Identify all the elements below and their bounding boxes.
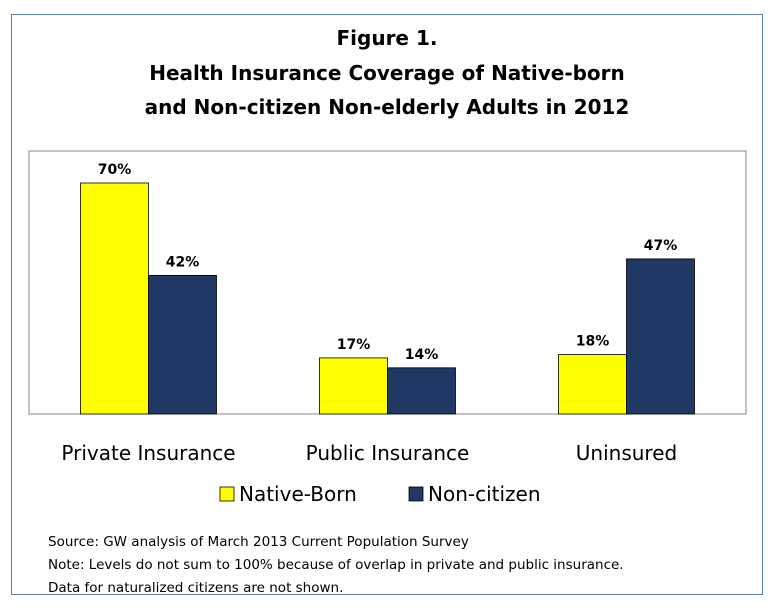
bar-native-born-2 <box>558 354 627 415</box>
overlap-note: Note: Levels do not sum to 100% because … <box>48 557 624 573</box>
bar-non-citizen-0 <box>148 274 217 415</box>
legend-label: Non-citizen <box>428 482 541 506</box>
category-label: Public Insurance <box>306 441 470 465</box>
data-label: 47% <box>644 238 678 254</box>
bars-group: 70% 42% Private Insurance 17% 14% Public Insu… <box>61 162 695 465</box>
category-label: Uninsured <box>576 441 677 465</box>
bar-native-born-1 <box>319 357 388 415</box>
bar-non-citizen-1 <box>387 367 456 415</box>
legend-swatch-native-born <box>219 486 235 502</box>
bar-native-born-0 <box>80 182 149 415</box>
bar-non-citizen-2 <box>626 258 695 415</box>
data-label: 17% <box>337 337 371 353</box>
data-label: 14% <box>405 347 439 363</box>
data-label: 42% <box>166 254 200 270</box>
legend: Native-Born Non-citizen <box>219 482 541 506</box>
chart-title-line-1: Health Insurance Coverage of Native-born <box>149 61 625 85</box>
category-label: Private Insurance <box>61 441 235 465</box>
legend-swatch-non-citizen <box>408 486 424 502</box>
chart-title-line-2: and Non-citizen Non-elderly Adults in 20… <box>144 95 630 119</box>
source-note: Source: GW analysis of March 2013 Curren… <box>48 534 469 550</box>
naturalized-note: Data for naturalized citizens are not sh… <box>48 580 344 596</box>
data-label: 70% <box>98 162 132 178</box>
data-label: 18% <box>576 334 610 350</box>
legend-label: Native-Born <box>239 482 357 506</box>
figure-number: Figure 1. <box>336 26 438 50</box>
